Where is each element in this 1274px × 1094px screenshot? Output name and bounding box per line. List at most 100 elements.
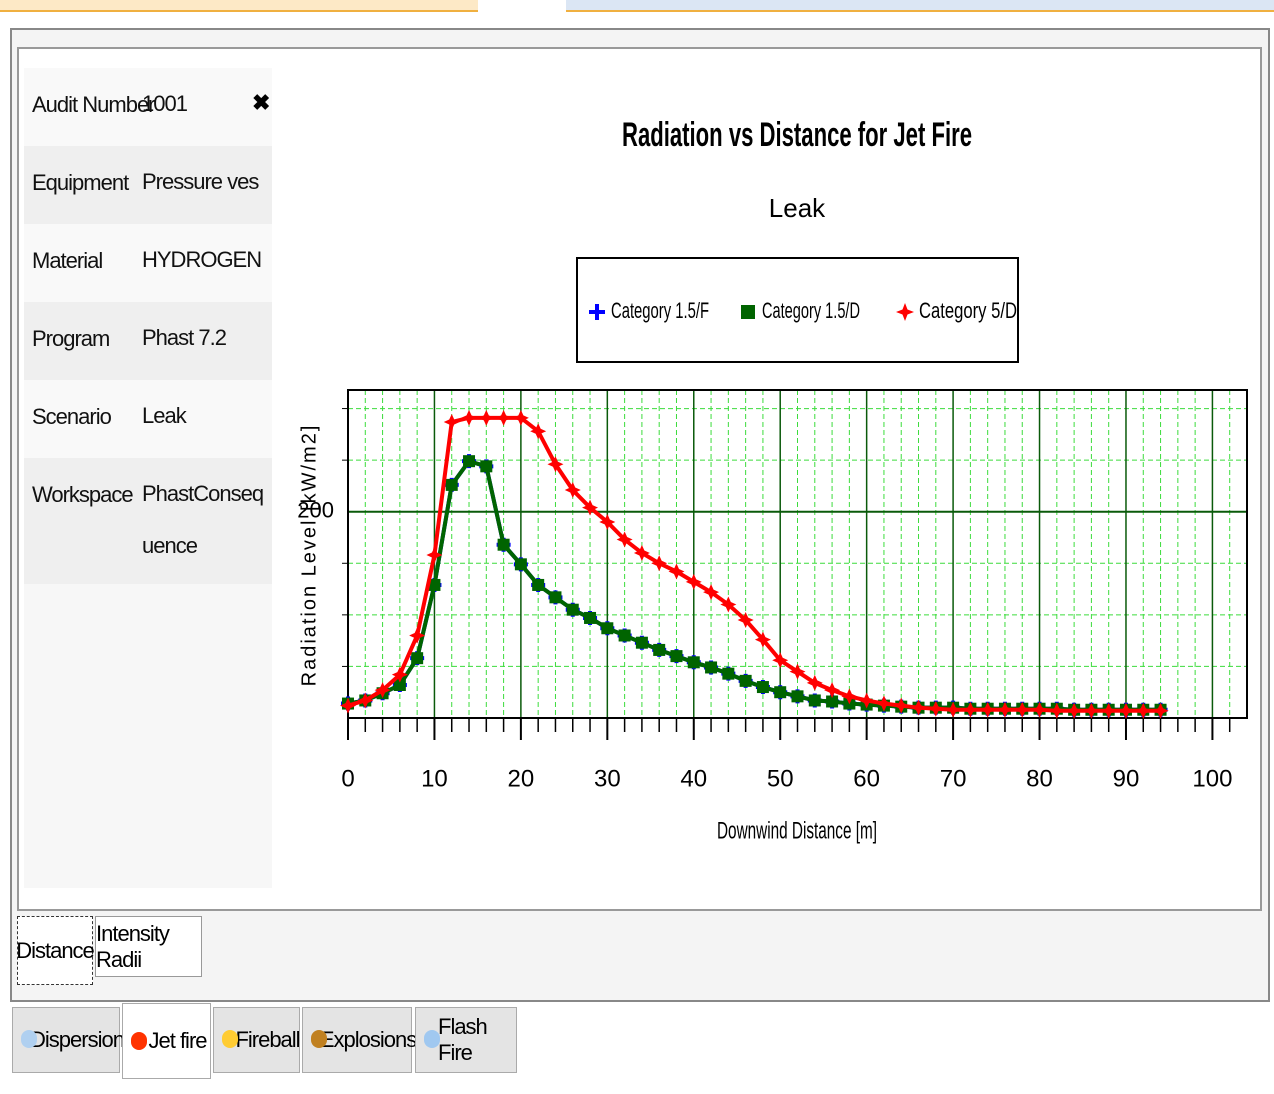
marker [1083, 702, 1100, 719]
marker [826, 695, 839, 708]
tab-label: Flash Fire [438, 1014, 488, 1065]
marker [480, 460, 493, 473]
marker [808, 694, 821, 707]
legend-entry: Category 5/D [896, 298, 1017, 323]
marker [668, 563, 685, 580]
x-tick-label: 100 [1192, 765, 1232, 792]
chart-subtitle: Leak [769, 193, 826, 223]
tab-icon [222, 1030, 238, 1048]
x-tick-label: 20 [508, 765, 535, 792]
marker [841, 688, 858, 705]
marker [789, 663, 806, 680]
x-tick-label: 30 [594, 765, 621, 792]
tab-label: Explosions [319, 1027, 417, 1052]
marker [497, 538, 510, 551]
marker [391, 666, 408, 683]
info-row: Workspace PhastConsequence [24, 458, 272, 584]
marker [426, 547, 443, 564]
marker [635, 636, 648, 649]
info-value: 1001 [142, 91, 188, 116]
marker [1152, 702, 1169, 719]
module-tab[interactable]: Dispersion [12, 1007, 125, 1073]
info-row: Program Phast 7.2 [24, 302, 272, 380]
tab-icon [424, 1030, 440, 1048]
marker [374, 682, 391, 699]
marker [893, 697, 910, 714]
info-label: Workspace [32, 482, 134, 507]
marker [1135, 702, 1152, 719]
marker [428, 578, 441, 591]
view-tab[interactable]: Intensity Radii [95, 916, 202, 977]
marker [478, 409, 495, 426]
info-label: Scenario [32, 404, 112, 429]
marker [618, 629, 631, 642]
marker [340, 697, 356, 714]
info-value: HYDROGEN [142, 247, 262, 272]
module-tab[interactable]: Jet fire [122, 1003, 211, 1079]
x-tick-label: 10 [421, 765, 448, 792]
marker [945, 701, 962, 718]
marker [547, 456, 564, 473]
x-tick-label: 40 [680, 765, 707, 792]
marker [445, 478, 458, 491]
info-label: Equipment [32, 170, 129, 195]
top-strip-right [566, 0, 1274, 12]
marker [566, 603, 579, 616]
tab-icon [311, 1030, 327, 1048]
legend-label: Category 5/D [919, 298, 1017, 323]
marker [357, 692, 374, 709]
marker [858, 692, 875, 709]
marker [633, 544, 650, 561]
marker [979, 701, 996, 718]
x-tick-label: 90 [1113, 765, 1140, 792]
marker [495, 409, 512, 426]
legend-entry: Category 1.5/D [741, 298, 860, 323]
marker [443, 413, 460, 430]
marker [589, 304, 605, 320]
marker [875, 695, 892, 712]
module-tab[interactable]: Explosions [302, 1007, 417, 1073]
info-value: Leak [142, 403, 187, 428]
marker [514, 558, 527, 571]
chart-title: Radiation vs Distance for Jet Fire [622, 116, 972, 154]
marker [616, 531, 633, 548]
marker [512, 409, 529, 426]
marker [806, 674, 823, 691]
info-row: Audit Number 1001 [24, 68, 272, 146]
info-label: Audit Number [32, 92, 156, 117]
marker [670, 650, 683, 663]
marker [927, 700, 944, 717]
marker [896, 303, 914, 321]
top-strip [0, 0, 478, 12]
x-tick-label: 0 [341, 765, 354, 792]
marker [582, 499, 599, 516]
marker [584, 611, 597, 624]
info-label: Program [32, 326, 110, 351]
info-row: Material HYDROGEN [24, 224, 272, 302]
marker [1066, 702, 1083, 719]
module-tab[interactable]: Flash Fire [415, 1007, 517, 1073]
marker [601, 622, 614, 635]
marker [737, 612, 754, 629]
marker [411, 652, 424, 665]
legend-label: Category 1.5/F [611, 298, 709, 323]
view-tab[interactable]: Distance [16, 916, 95, 985]
marker [824, 682, 841, 699]
marker [754, 631, 771, 648]
marker [599, 514, 616, 531]
x-tick-label: 80 [1026, 765, 1053, 792]
chart: Radiation vs Distance for Jet Fire Leak … [297, 116, 1248, 844]
marker [530, 423, 547, 440]
module-tab[interactable]: Fireball [213, 1007, 301, 1073]
info-value: Phast 7.2 [142, 325, 227, 350]
marker [564, 482, 581, 499]
marker [687, 656, 700, 669]
marker [1100, 702, 1117, 719]
close-icon[interactable]: ✖ [252, 90, 271, 115]
legend-label: Category 1.5/D [762, 298, 860, 323]
x-tick-label: 70 [940, 765, 967, 792]
marker [685, 573, 702, 590]
marker [653, 643, 666, 656]
tab-icon [21, 1030, 37, 1048]
